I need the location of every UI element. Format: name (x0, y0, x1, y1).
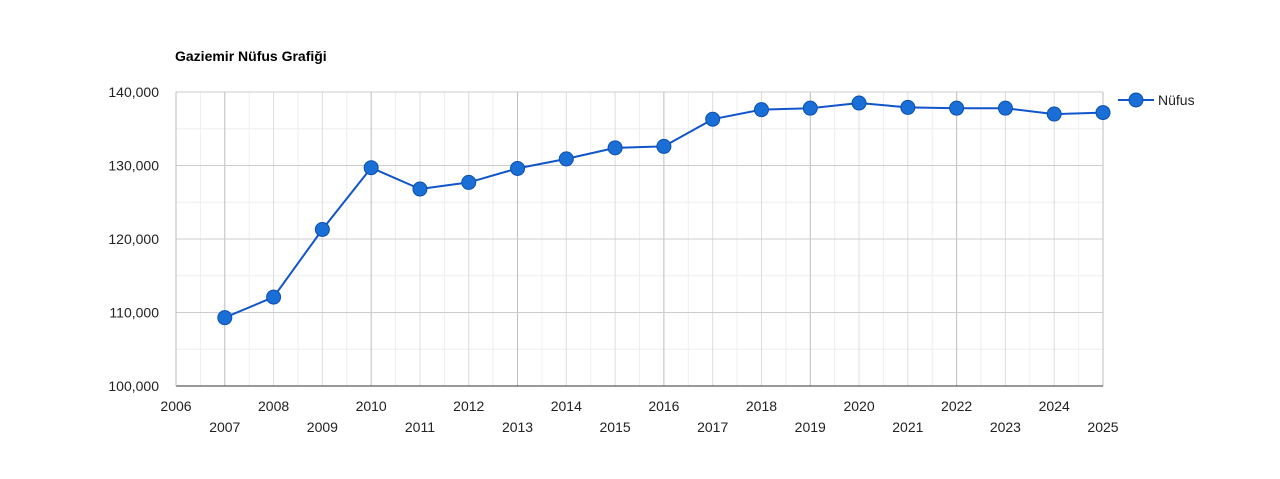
legend-label: Nüfus (1158, 92, 1195, 108)
data-point (949, 100, 965, 116)
data-point (363, 160, 379, 176)
chart-title: Gaziemir Nüfus Grafiği (175, 48, 327, 64)
data-point (997, 100, 1013, 116)
x-tick-label: 2018 (746, 398, 777, 414)
x-tick-label: 2009 (307, 419, 338, 435)
y-axis-ticks: 100,000 110,000 120,000 130,000 140,000 (108, 84, 159, 394)
x-tick-label: 2014 (551, 398, 582, 414)
x-tick-label: 2015 (600, 419, 631, 435)
x-tick-label: 2025 (1087, 419, 1118, 435)
x-tick-label: 2024 (1039, 398, 1070, 414)
x-tick-label: 2019 (795, 419, 826, 435)
data-point (510, 160, 526, 176)
y-tick-label: 130,000 (108, 158, 159, 174)
data-point (705, 111, 721, 127)
y-tick-label: 140,000 (108, 84, 159, 100)
x-tick-label: 2022 (941, 398, 972, 414)
data-point (607, 140, 623, 156)
data-point (656, 138, 672, 154)
data-point (314, 221, 330, 237)
x-tick-label: 2023 (990, 419, 1021, 435)
data-point (851, 95, 867, 111)
data-point (1095, 105, 1111, 121)
data-point (461, 174, 477, 190)
x-tick-label: 2008 (258, 398, 289, 414)
data-point (558, 151, 574, 167)
x-tick-label: 2006 (160, 398, 191, 414)
x-tick-label: 2011 (405, 419, 435, 435)
legend-marker-icon (1128, 92, 1144, 108)
x-tick-label: 2017 (697, 419, 728, 435)
data-point (1046, 106, 1062, 122)
data-point (266, 289, 282, 305)
data-point (217, 310, 233, 326)
y-tick-label: 100,000 (108, 378, 159, 394)
data-point (900, 99, 916, 115)
x-tick-label: 2016 (648, 398, 679, 414)
data-point (753, 102, 769, 118)
x-tick-label: 2013 (502, 419, 533, 435)
x-axis-ticks: 2006 2008 2010 2012 2014 2016 2018 2020 2022 2024… (160, 398, 1118, 435)
data-point (412, 181, 428, 197)
major-gridlines (176, 91, 1104, 386)
x-tick-label: 2021 (892, 419, 923, 435)
axes (175, 92, 1103, 387)
x-tick-label: 2007 (209, 419, 240, 435)
series-points-group (217, 95, 1111, 326)
y-tick-label: 110,000 (109, 305, 159, 321)
x-tick-label: 2010 (356, 398, 387, 414)
y-tick-label: 120,000 (108, 231, 159, 247)
x-tick-label: 2012 (453, 398, 484, 414)
x-tick-label: 2020 (843, 398, 874, 414)
data-point (802, 100, 818, 116)
legend: Nüfus (1118, 92, 1195, 108)
